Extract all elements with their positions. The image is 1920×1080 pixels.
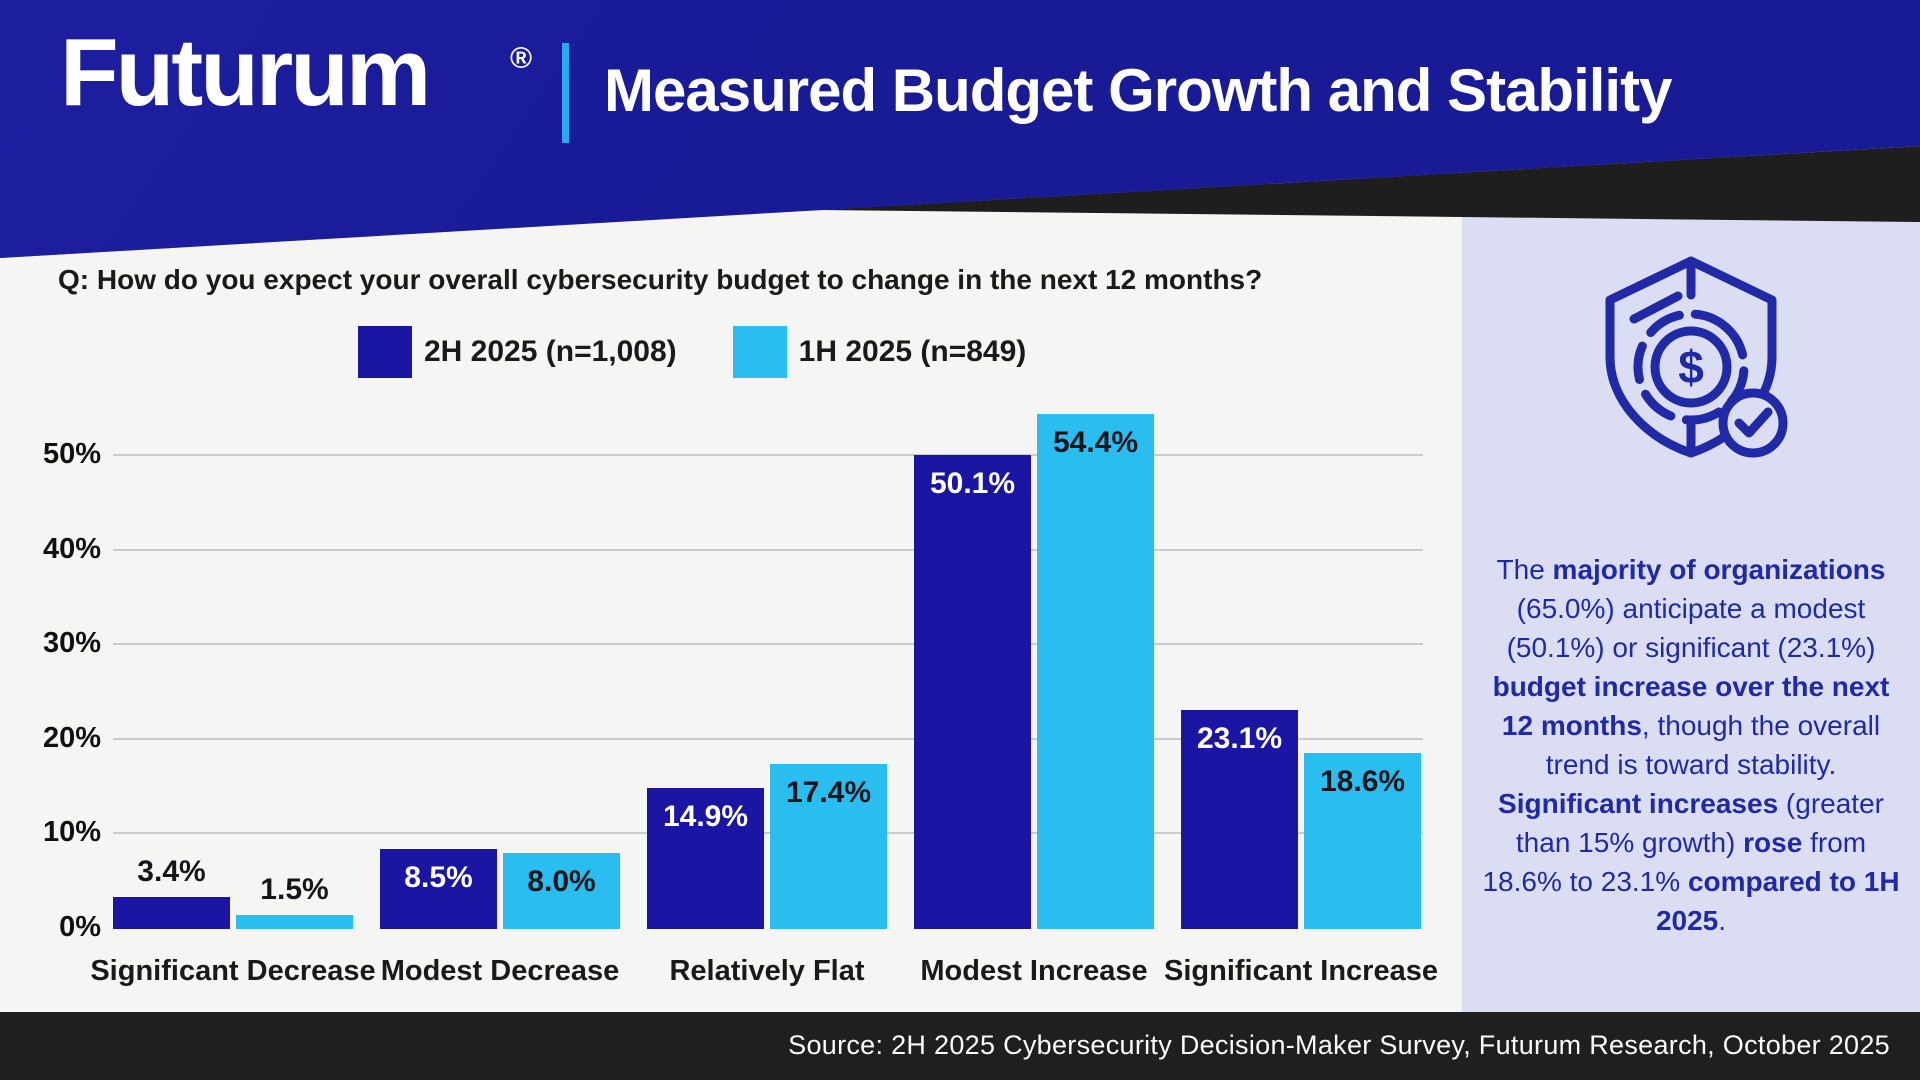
gridline-20%: [113, 737, 1423, 740]
y-axis-tick-0%: 0%: [59, 911, 101, 943]
chart-legend: 2H 2025 (n=1,008) 1H 2025 (n=849): [358, 326, 1026, 378]
sidebar-note-segment: (greater than 15% growth): [1515, 788, 1884, 858]
gridline-10%: [113, 832, 1423, 835]
bar-value-label: 50.1%: [929, 467, 1016, 501]
bar-modest-decrease-1h2025: [503, 853, 620, 929]
sidebar: $ The majority of organizations (65.0%) …: [1462, 150, 1920, 1012]
bar-value-label: 17.4%: [785, 776, 872, 810]
bar-value-label: 3.4%: [137, 854, 206, 888]
sidebar-note-segment: (65.0%) anticipate a modest (50.1%) or s…: [1506, 593, 1876, 663]
category-label-modest-increase: Modest Increase: [920, 955, 1148, 987]
legend-swatch: [358, 326, 412, 378]
bar-significant-increase-2h2025: [1181, 710, 1298, 929]
bar-relatively-flat-2h2025: [647, 788, 764, 929]
bar-value-label: 18.6%: [1319, 765, 1406, 799]
bar-significant-increase-1h2025: [1304, 753, 1421, 929]
bar-value-label: 1.5%: [260, 872, 329, 906]
sidebar-note-segment: rose: [1743, 827, 1803, 858]
y-axis-tick-10%: 10%: [42, 816, 101, 849]
futurum-logo: Futurum: [60, 19, 431, 126]
sidebar-note-segment: Significant increases: [1498, 788, 1779, 819]
shield-dollar-check-icon: $: [1605, 256, 1788, 458]
bar-modest-increase-1h2025: [1037, 414, 1154, 929]
bar-significant-decrease-1h2025: [236, 914, 353, 929]
bar-modest-decrease-2h2025: [380, 848, 497, 929]
y-axis-tick-30%: 30%: [42, 627, 101, 660]
gridline-30%: [113, 643, 1423, 646]
sidebar-note-segment: compared to 1H 2025: [1655, 866, 1900, 936]
bar-value-label: 23.1%: [1196, 722, 1283, 756]
header-separator: [562, 43, 569, 143]
source-text: Source: 2H 2025 Cybersecurity Decision-M…: [788, 1030, 1890, 1060]
legend-swatch: [732, 326, 787, 378]
bar-value-label: 14.9%: [662, 800, 749, 834]
bar-modest-increase-2h2025: [914, 455, 1031, 929]
sidebar-note-segment: from 18.6% to 23.1%: [1482, 827, 1867, 897]
gridline-40%: [113, 548, 1423, 551]
survey-question: Q: How do you expect your overall cybers…: [58, 264, 1263, 295]
y-axis-tick-50%: 50%: [42, 438, 101, 470]
svg-text:$: $: [1678, 341, 1704, 393]
sidebar-note-segment: majority of organizations: [1552, 554, 1886, 585]
bar-significant-decrease-2h2025: [113, 896, 230, 929]
legend-item-1h-2025: 1H 2025 (n=849): [732, 326, 1027, 378]
category-label-modest-decrease: Modest Decrease: [380, 955, 620, 987]
category-label-relatively-flat: Relatively Flat: [669, 955, 865, 987]
bar-relatively-flat-1h2025: [770, 764, 887, 929]
legend-item-2h-2025: 2H 2025 (n=1,008): [358, 326, 677, 378]
footer: Source: 2H 2025 Cybersecurity Decision-M…: [0, 1012, 1920, 1080]
category-label-significant-increase: Significant Increase: [1164, 955, 1438, 987]
bar-value-label: 8.0%: [527, 865, 596, 899]
sidebar-note-segment: .: [1718, 905, 1727, 936]
bar-value-label: 8.5%: [404, 860, 473, 894]
sidebar-note-segment: , though the overall trend is toward sta…: [1545, 710, 1881, 780]
legend-label: 1H 2025 (n=849): [798, 335, 1027, 368]
sidebar-note-segment: budget increase over the next 12 months: [1492, 671, 1890, 741]
bar-value-label: 54.4%: [1052, 426, 1139, 460]
category-label-significant-decrease: Significant Decrease: [90, 955, 376, 987]
gridline-50%: [113, 454, 1423, 456]
bar-chart-plot: 0% 10% 20% 30% 40% 50% 3.4% 1.5% Significant Dec…: [43, 380, 1438, 987]
sidebar-note: The majority of organizations (65.0%) an…: [1480, 550, 1902, 940]
page-title: Measured Budget Growth and Stability: [604, 57, 1672, 124]
sidebar-note-segment: The: [1496, 554, 1553, 585]
legend-label: 2H 2025 (n=1,008): [424, 335, 677, 368]
registered-mark: ®: [510, 42, 533, 75]
y-axis-tick-40%: 40%: [42, 532, 101, 565]
y-axis-tick-20%: 20%: [42, 721, 101, 754]
